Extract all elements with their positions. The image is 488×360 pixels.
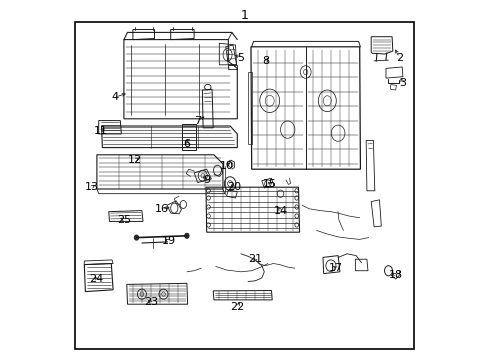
Text: 14: 14 [273,206,287,216]
Text: 21: 21 [248,254,262,264]
Text: 24: 24 [89,274,103,284]
Text: 9: 9 [203,175,210,185]
Text: 13: 13 [84,182,98,192]
Text: 22: 22 [230,302,244,312]
Text: 8: 8 [262,56,269,66]
Text: 16: 16 [154,204,168,214]
Text: 6: 6 [183,139,190,149]
Ellipse shape [184,233,189,238]
Text: 20: 20 [226,182,240,192]
Text: 5: 5 [237,53,244,63]
Text: 7: 7 [194,116,201,126]
Text: 10: 10 [219,161,233,171]
Text: 12: 12 [127,155,142,165]
Text: 18: 18 [388,270,402,280]
Text: 15: 15 [262,179,276,189]
Text: 23: 23 [143,297,158,307]
Text: 3: 3 [399,78,406,88]
Text: 2: 2 [395,53,402,63]
Text: 25: 25 [117,215,131,225]
Polygon shape [102,126,237,148]
Ellipse shape [134,235,139,240]
Text: 19: 19 [162,236,176,246]
Text: 4: 4 [111,92,118,102]
Text: 1: 1 [240,9,248,22]
Text: 17: 17 [328,263,343,273]
Text: 11: 11 [93,126,107,136]
